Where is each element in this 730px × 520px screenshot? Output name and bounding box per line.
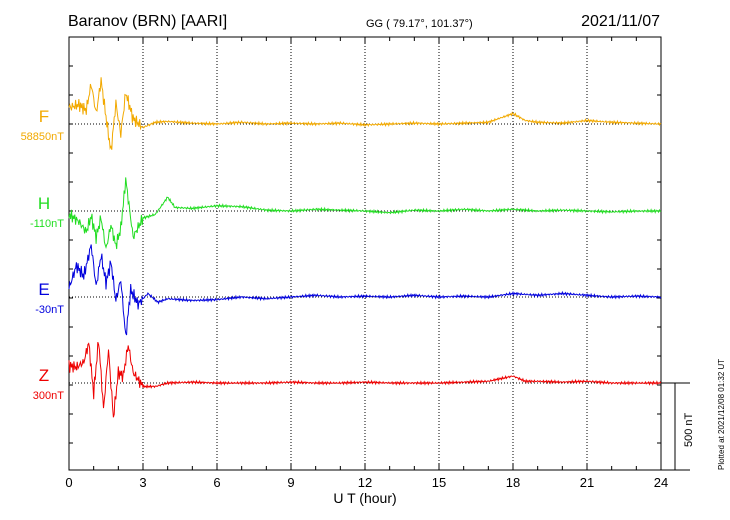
scale-bar-label: 500 nT <box>683 412 695 447</box>
series-traces <box>68 77 662 418</box>
x-tick-label: 18 <box>506 475 520 490</box>
series-baseline-h: -110nT <box>30 218 64 230</box>
series-labels: F 58850nT H -110nT E -30nT Z 300nT <box>21 107 65 402</box>
x-tick-label: 0 <box>65 475 72 490</box>
x-tick-label: 15 <box>432 475 446 490</box>
series-name-z: Z <box>39 366 49 385</box>
x-axis-label: U T (hour) <box>333 490 396 506</box>
series-name-f: F <box>39 107 49 126</box>
series-baseline-z: 300nT <box>33 390 64 402</box>
trace-z <box>68 341 662 418</box>
plotted-at-note: Plotted at 2021/12/08 01:32 UT <box>717 359 726 470</box>
station-coords: GG ( 79.17°, 101.37°) <box>366 18 473 30</box>
x-tick-label: 24 <box>654 475 668 490</box>
series-baseline-e: -30nT <box>35 304 64 316</box>
series-name-h: H <box>38 194 50 213</box>
trace-e <box>68 244 662 336</box>
series-baseline-f: 58850nT <box>21 131 65 143</box>
x-tick-label: 21 <box>580 475 594 490</box>
x-tick-label: 9 <box>287 475 294 490</box>
series-name-e: E <box>38 280 49 299</box>
vertical-grid <box>142 37 588 470</box>
x-tick-labels: 0 3 6 9 12 15 18 21 24 <box>65 475 668 490</box>
x-tick-label: 3 <box>139 475 146 490</box>
plot-date: 2021/11/07 <box>581 13 660 30</box>
scale-bar: 500 nT <box>661 382 695 471</box>
axis-ticks <box>68 37 662 470</box>
x-tick-label: 6 <box>213 475 220 490</box>
station-title: Baranov (BRN) [AARI] <box>68 13 227 30</box>
x-tick-label: 12 <box>358 475 372 490</box>
trace-h <box>68 177 662 250</box>
trace-f <box>68 77 662 150</box>
